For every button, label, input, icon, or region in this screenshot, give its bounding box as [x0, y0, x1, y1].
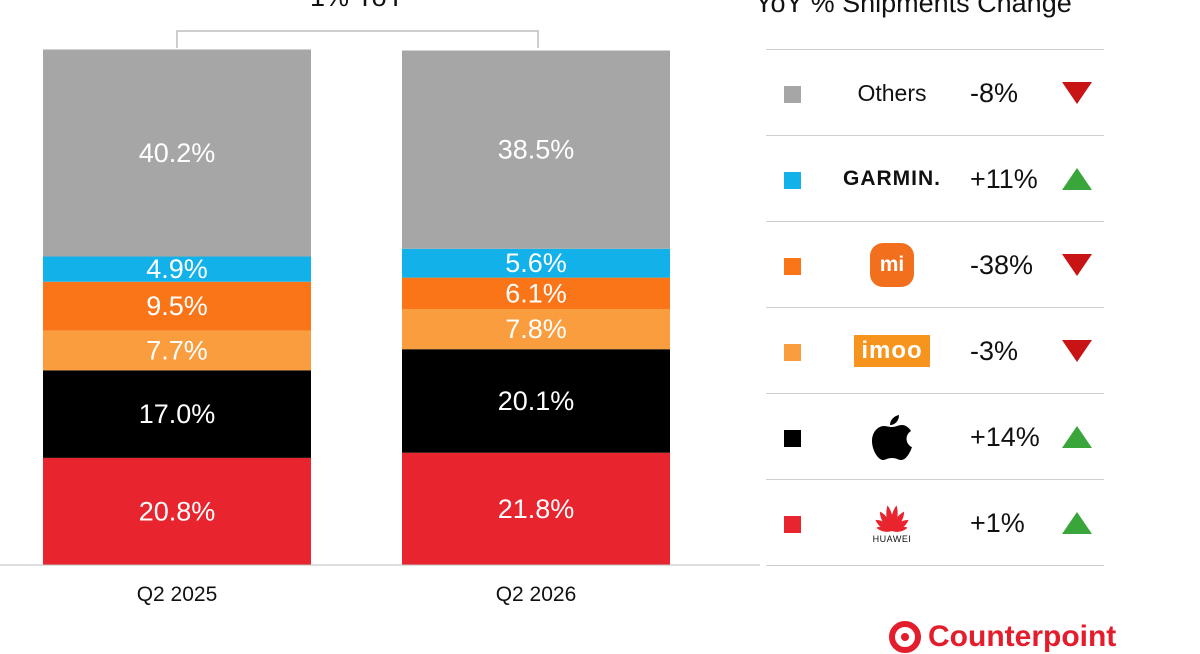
legend-row-huawei: HUAWEI +1% [766, 480, 1104, 566]
bar-segment [402, 349, 670, 453]
others-label: Others [857, 79, 927, 106]
legend-swatch [784, 86, 801, 103]
legend-row-apple: +14% [766, 394, 1104, 480]
bar-value-label: 9.5% [146, 291, 208, 321]
yoy-change-value: -3% [970, 336, 1019, 366]
bar-value-label: 7.7% [146, 336, 208, 366]
huawei-logo: HUAWEI [826, 480, 958, 566]
footer-brand: Counterpoint [928, 620, 1117, 653]
yoy-change-value: -38% [970, 250, 1034, 280]
bar-segment [43, 49, 311, 257]
yoy-change-value: +14% [970, 422, 1040, 452]
legend-title: YoY % Shipments Change [755, 0, 1072, 18]
legend-row-others: Others -8% [766, 50, 1104, 136]
bar-segment [43, 330, 311, 371]
bar-value-label: 20.1% [498, 386, 575, 416]
xiaomi-logo: mi [826, 222, 958, 308]
bar-value-label: 17.0% [139, 399, 216, 429]
down-arrow-icon [1062, 340, 1092, 362]
stacked-bar-chart: 1% YoY 20.8% 17.0% 7.7% 9.5% 4.9% 40.2% 21.8% 2… [0, 0, 760, 606]
bar-value-label: 20.8% [139, 496, 216, 526]
bar-segment [43, 256, 311, 282]
counterpoint-logo: Counterpoint [888, 620, 1116, 654]
legend-divider [766, 49, 1104, 50]
x-tick-label: Q2 2026 [496, 583, 577, 606]
bar-segment [43, 457, 311, 565]
legend-swatch [784, 258, 801, 275]
garmin-logo: GARMIN. [843, 167, 941, 190]
yoy-change-value: -8% [970, 78, 1019, 108]
apple-logo-icon [826, 394, 958, 480]
bar-value-label: 4.9% [146, 254, 208, 284]
chart-top-title: 1% YoY [310, 0, 405, 12]
yoy-change-value: +1% [970, 508, 1025, 538]
bar-segment [43, 281, 311, 331]
bar-segment [402, 452, 670, 565]
up-arrow-icon [1062, 426, 1092, 448]
legend-row-garmin: GARMIN. +11% [766, 136, 1104, 222]
huawei-flower-icon [875, 504, 909, 532]
up-arrow-icon [1062, 168, 1092, 190]
bar-segment [402, 309, 670, 350]
bar-value-label: 21.8% [498, 494, 575, 524]
bar-value-label: 38.5% [498, 135, 575, 165]
bar-segment [402, 50, 670, 249]
yoy-change-value: +11% [970, 164, 1038, 194]
bar-value-label: 7.8% [505, 314, 567, 344]
up-arrow-icon [1062, 512, 1092, 534]
bar-value-label: 40.2% [139, 138, 216, 168]
down-arrow-icon [1062, 254, 1092, 276]
bar-segment [402, 277, 670, 310]
bar-segment [402, 248, 670, 278]
imoo-logo: imoo [826, 308, 958, 394]
apple-icon [872, 415, 912, 460]
comparison-bracket [176, 30, 539, 48]
legend-swatch [784, 344, 801, 361]
legend-swatch [784, 430, 801, 447]
legend-swatch [784, 516, 801, 533]
legend-row-xiaomi: mi -38% [766, 222, 1104, 308]
x-tick-label: Q2 2025 [137, 583, 218, 606]
legend-row-imoo: imoo -3% [766, 308, 1104, 394]
bar-segment [43, 370, 311, 458]
legend-swatch [784, 172, 801, 189]
bar-value-label: 6.1% [505, 278, 567, 308]
down-arrow-icon [1062, 82, 1092, 104]
bar-value-label: 5.6% [505, 248, 567, 278]
counterpoint-icon [889, 621, 921, 653]
